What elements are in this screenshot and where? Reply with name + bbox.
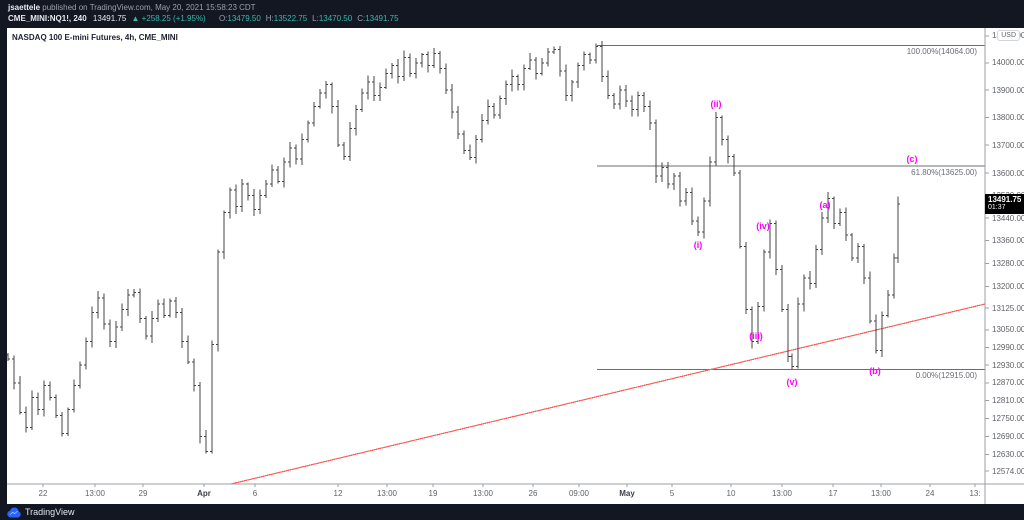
publish-info: published on TradingView.com, May 20, 20… [40, 3, 256, 12]
ohlc-values: O:13479.50 H:13522.75 L:13470.50 C:13491.75 [214, 14, 399, 23]
ohlc-label: C: [357, 14, 366, 23]
publisher-username: jsaettele [8, 3, 41, 12]
plot-area[interactable] [6, 41, 985, 484]
last-price: 13491.75 [92, 14, 127, 23]
chart-panel[interactable] [7, 28, 1024, 504]
tradingview-brand[interactable]: TradingView [25, 507, 75, 517]
chart-title: NASDAQ 100 E-mini Futures, 4h, CME_MINI [12, 33, 178, 42]
publish-line: jsaettele published on TradingView.com, … [8, 3, 256, 12]
price-change: ▲ +258.25 (+1.95%) [131, 14, 206, 23]
snapshot-header: jsaettele published on TradingView.com, … [0, 0, 1024, 28]
symbol-quote-line: CME_MINI:NQ1!, 240 13491.75 ▲ +258.25 (+… [8, 14, 399, 24]
currency-label: USD [997, 30, 1020, 41]
footer-bar: TradingView [0, 504, 1024, 520]
ohlc-series [7, 41, 900, 454]
ohlc-label: H: [265, 14, 274, 23]
bar-countdown: 01:37 [988, 204, 1006, 212]
ohlc-value: 13470.50 [318, 14, 353, 23]
ohlc-label: L: [312, 14, 319, 23]
ohlc-label: O: [218, 14, 228, 23]
ohlc-value: 13491.75 [365, 14, 399, 23]
ohlc-value: 13522.75 [273, 14, 308, 23]
symbol-interval: CME_MINI:NQ1!, 240 [8, 14, 87, 23]
ohlc-value: 13479.50 [227, 14, 261, 23]
last-price-value: 13491.75 [988, 195, 1022, 205]
trendline[interactable] [230, 303, 985, 484]
tradingview-logo[interactable] [7, 507, 21, 518]
last-price-badge: 13491.75 01:37 [985, 194, 1024, 215]
